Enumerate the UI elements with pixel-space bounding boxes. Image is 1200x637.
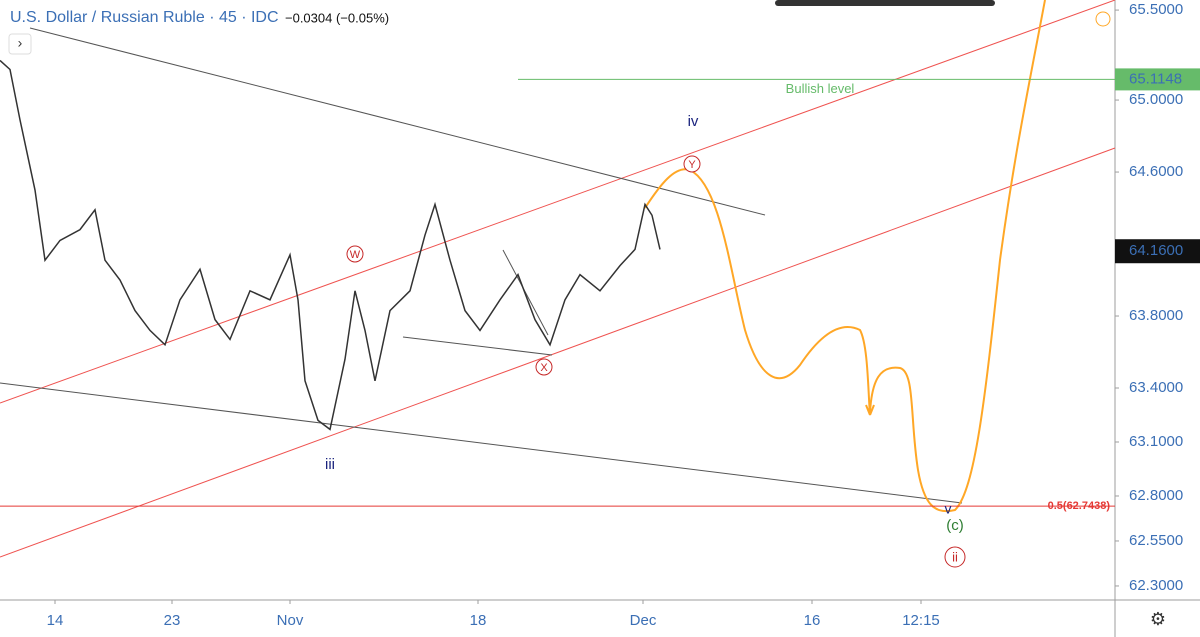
wave-label: Y: [688, 159, 696, 171]
wave-label: iv: [688, 113, 699, 130]
wave-circle: [683, 155, 701, 173]
bullish-level-label: Bullish level: [786, 81, 855, 96]
y-tick-label: 64.6000: [1129, 163, 1183, 180]
channel-upper: [0, 0, 1116, 404]
y-tick-label: 65.5000: [1129, 1, 1183, 18]
x-tick-label: 12:15: [902, 612, 940, 629]
wave-label: X: [540, 362, 548, 374]
collapse-button[interactable]: [8, 33, 32, 55]
y-tick-label: 63.8000: [1129, 307, 1183, 324]
alert-icon[interactable]: [1095, 11, 1111, 27]
last-price-label: 64.1600: [1129, 242, 1183, 259]
trend-line: [0, 382, 963, 504]
collapse-icon: ›: [18, 35, 23, 51]
toolbar: [775, 0, 995, 6]
x-tick-label: Dec: [630, 612, 657, 629]
wave-label: v: [945, 501, 952, 517]
y-tick-label: 65.0000: [1129, 91, 1183, 108]
wave-circle: [944, 546, 966, 568]
x-tick-label: Nov: [277, 612, 304, 629]
y-tick-label: 63.1000: [1129, 433, 1183, 450]
bullish-price-box: [1115, 68, 1200, 91]
last-price-box: [1115, 239, 1200, 264]
chart-title: U.S. Dollar / Russian Ruble · 45 · IDC: [10, 9, 279, 26]
x-tick-label: 16: [804, 612, 821, 629]
bullish-price-label: 65.1148: [1129, 70, 1182, 87]
wave-circle: [346, 245, 364, 263]
wave-label: (c): [946, 517, 964, 534]
y-tick-label: 63.4000: [1129, 379, 1183, 396]
wave-label: iii: [325, 456, 335, 473]
wave-label: W: [350, 249, 361, 261]
price-change: −0.0304 (−0.05%): [285, 10, 389, 25]
fib-level-label: 0.5(62.7438): [1048, 500, 1111, 512]
y-tick-label: 62.5500: [1129, 532, 1183, 549]
wave-label: ii: [952, 549, 958, 564]
price-line: [0, 59, 661, 431]
trend-line: [29, 27, 766, 216]
x-tick-label: 18: [470, 612, 487, 629]
x-tick-label: 23: [164, 612, 181, 629]
trend-line: [402, 336, 553, 356]
settings-icon[interactable]: ⚙: [1150, 609, 1166, 629]
price-axis: 65.5000 65.0000 64.6000 63.8000 63.4000 63.10…: [47, 1, 1200, 629]
x-tick-label: 14: [47, 612, 64, 629]
wave-circle: [535, 358, 553, 376]
channel-lower: [0, 147, 1116, 558]
y-tick-label: 62.3000: [1129, 577, 1183, 594]
y-tick-label: 62.8000: [1129, 487, 1183, 504]
